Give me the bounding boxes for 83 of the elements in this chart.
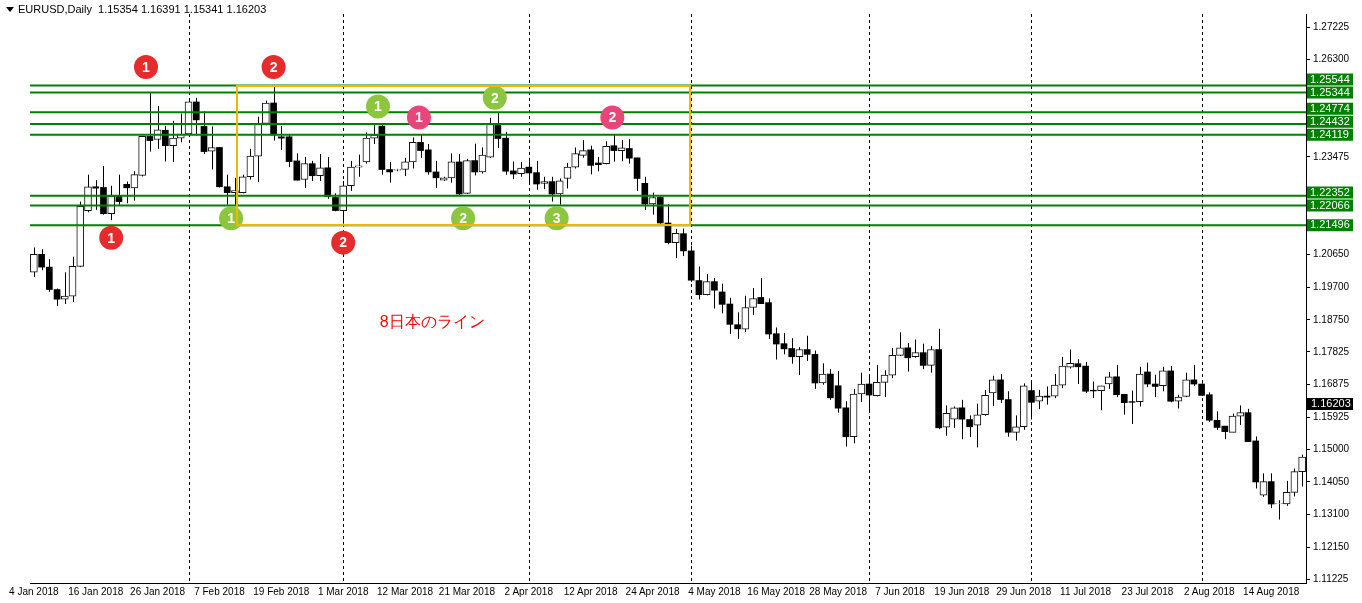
annotation: 8日本のライン	[379, 313, 485, 331]
x-tick-label: 16 Jan 2018	[68, 585, 124, 597]
candlestick	[641, 176, 649, 211]
annotation: 1	[374, 98, 383, 115]
candlestick	[548, 176, 556, 203]
ref-line-label: 1.25344	[1310, 85, 1350, 98]
ref-line-label: 1.24774	[1310, 101, 1350, 114]
annotation: 1	[107, 229, 116, 246]
ref-line-label: 1.24119	[1310, 127, 1349, 140]
candlestick	[610, 134, 618, 163]
ref-line-label: 1.22066	[1310, 198, 1350, 211]
x-tick-label: 12 Apr 2018	[563, 585, 619, 597]
annotation: 2	[490, 89, 499, 106]
candlestick	[680, 228, 687, 257]
y-tick-label: 1.13100	[1313, 508, 1350, 520]
y-tick-label: 1.23475	[1313, 150, 1350, 162]
candlestick	[1267, 472, 1275, 509]
y-tick-label: 1.16875	[1313, 378, 1350, 390]
x-tick-label: 7 Jun 2018	[875, 585, 926, 597]
candlestick	[1290, 468, 1299, 497]
candlestick	[1144, 362, 1151, 388]
y-tick-label: 1.11225	[1313, 573, 1349, 585]
x-tick-label: 2 Apr 2018	[504, 585, 554, 597]
y-tick-label: 1.15925	[1313, 411, 1350, 423]
candlestick	[308, 160, 316, 182]
candlestick	[888, 347, 897, 379]
y-tick-label: 1.15000	[1313, 442, 1350, 454]
annotation: 1	[415, 109, 424, 126]
ref-line-label: 1.25544	[1310, 72, 1350, 85]
candlestick	[354, 154, 363, 178]
y-tick-label: 1.26300	[1313, 53, 1350, 65]
x-tick-label: 29 Jun 2018	[996, 585, 1052, 597]
chart-title: EURUSD,Daily 1.15354 1.16391 1.15341 1.16203	[18, 3, 267, 15]
x-tick-label: 14 Aug 2018	[1243, 585, 1300, 597]
candlestick	[192, 97, 200, 137]
ref-line-label: 1.21496	[1310, 218, 1350, 231]
x-tick-label: 11 Jul 2018	[1060, 585, 1112, 597]
candlestick	[401, 157, 409, 177]
annotation: 1	[142, 58, 151, 75]
x-tick-label: 19 Jun 2018	[934, 585, 990, 597]
x-tick-label: 2 Aug 2018	[1184, 585, 1236, 597]
candlestick	[38, 248, 45, 271]
y-tick-label: 1.19700	[1313, 280, 1350, 292]
text: 1.16203	[1311, 397, 1351, 410]
x-tick-label: 1 Mar 2018	[317, 585, 369, 597]
candlestick	[919, 343, 927, 370]
x-tick-label: 19 Feb 2018	[253, 585, 310, 597]
candlestick	[146, 91, 154, 153]
candlestick	[347, 160, 355, 192]
candlestick	[1182, 372, 1190, 398]
candlestick	[1151, 374, 1159, 398]
candlestick	[904, 342, 912, 373]
annotation: 2	[459, 210, 468, 227]
x-tick-label: 21 Mar 2018	[438, 585, 496, 597]
candlestick	[880, 369, 889, 398]
ref-line-label: 1.22352	[1310, 185, 1350, 198]
ref-line-label: 1.24432	[1310, 114, 1350, 127]
candlestick	[162, 125, 169, 163]
x-tick-label: 12 Mar 2018	[376, 585, 434, 597]
x-tick-label: 16 May 2018	[747, 585, 806, 597]
x-tick-label: 4 May 2018	[688, 585, 741, 597]
candlestick	[471, 143, 478, 176]
x-tick-label: 4 Jan 2018	[9, 585, 60, 597]
annotation: 3	[552, 210, 561, 227]
candlestick	[123, 181, 130, 204]
x-tick-label: 24 Apr 2018	[625, 585, 680, 597]
y-tick-label: 1.18750	[1313, 313, 1350, 325]
x-tick-label: 23 Jul 2018	[1121, 585, 1174, 597]
y-tick-label: 1.12150	[1313, 541, 1350, 553]
x-tick-label: 7 Feb 2018	[194, 585, 246, 597]
x-tick-label: 26 Jan 2018	[130, 585, 186, 597]
x-tick-label: 28 May 2018	[809, 585, 868, 597]
annotation: 2	[269, 58, 278, 75]
annotation: 2	[608, 109, 617, 126]
y-tick-label: 1.17825	[1313, 345, 1350, 357]
annotation: 2	[339, 234, 348, 251]
y-tick-label: 1.20650	[1313, 248, 1350, 260]
y-tick-label: 1.27225	[1313, 21, 1350, 33]
candlestick	[981, 389, 989, 417]
candlestick	[711, 277, 718, 309]
y-tick-label: 1.14050	[1313, 475, 1350, 487]
annotation: 1	[227, 210, 236, 227]
candlestick	[718, 283, 726, 314]
